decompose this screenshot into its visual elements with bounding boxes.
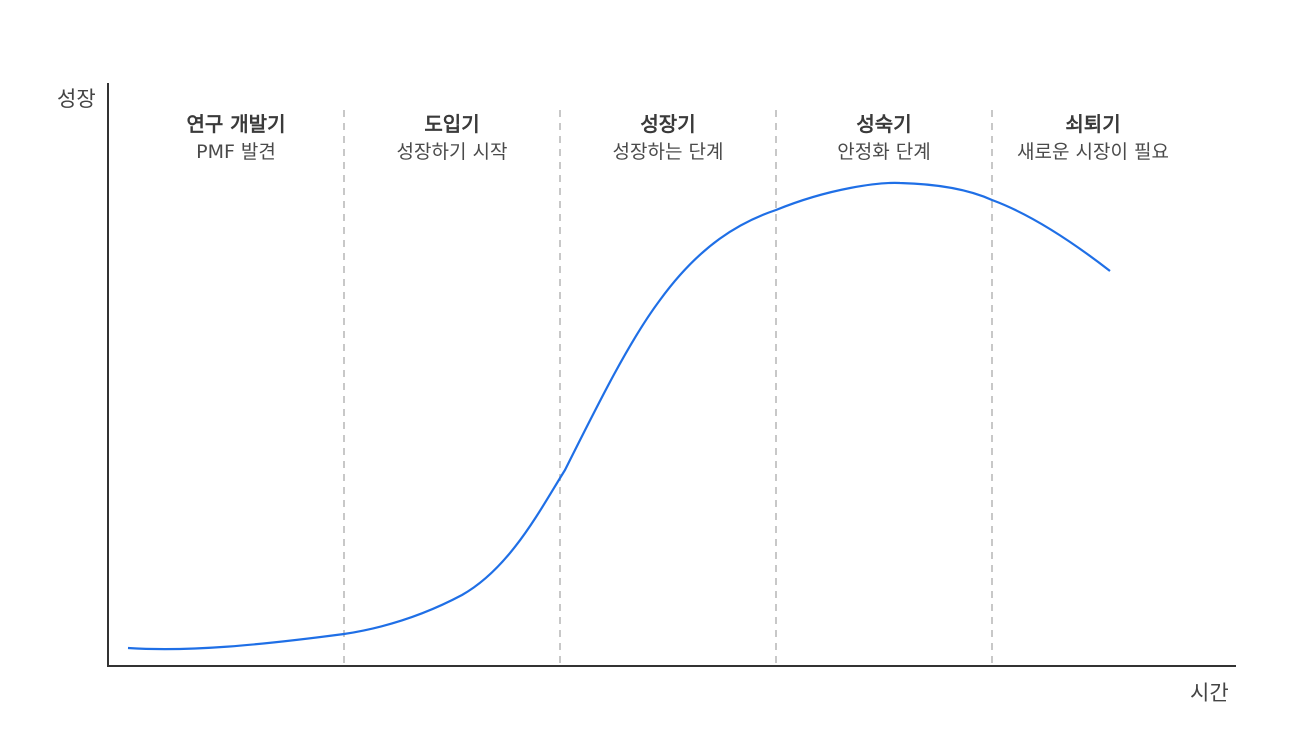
stage-name: 성숙기: [856, 112, 912, 136]
stage-name: 쇠퇴기: [1065, 112, 1121, 136]
stage-description: 안정화 단계: [837, 141, 931, 163]
stage-maturity: 성숙기 안정화 단계: [776, 110, 992, 166]
stage-description: 새로운 시장이 필요: [1017, 141, 1169, 163]
stage-decline: 쇠퇴기 새로운 시장이 필요: [985, 110, 1201, 166]
stage-growth: 성장기 성장하는 단계: [560, 110, 776, 166]
stage-introduction: 도입기 성장하기 시작: [344, 110, 560, 166]
x-axis-label: 시간: [1190, 681, 1229, 705]
stage-description: 성장하기 시작: [396, 141, 508, 163]
stage-description: 성장하는 단계: [612, 141, 724, 163]
stage-name: 연구 개발기: [186, 112, 286, 136]
stage-name: 도입기: [424, 112, 480, 136]
stage-name: 성장기: [640, 112, 696, 136]
stage-description: PMF 발견: [196, 141, 276, 163]
lifecycle-curve: [127, 181, 1111, 651]
y-axis-label: 성장: [57, 87, 96, 111]
stage-research: 연구 개발기 PMF 발견: [128, 110, 344, 166]
